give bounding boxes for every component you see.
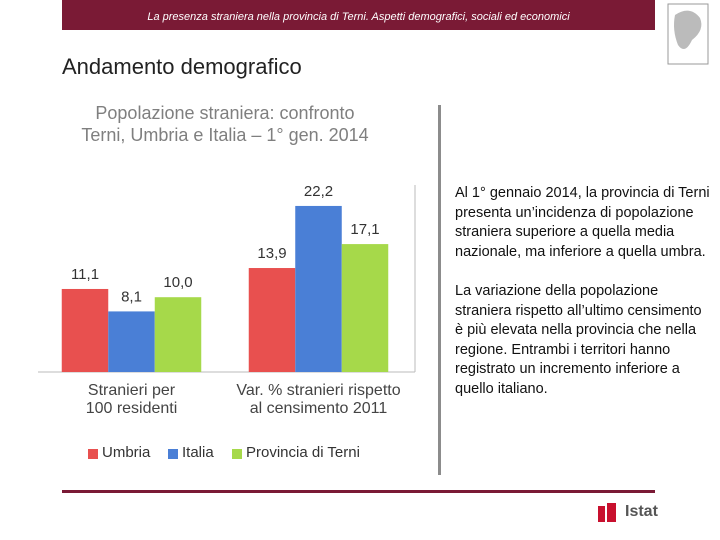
footer-line bbox=[62, 490, 655, 493]
legend-swatch bbox=[88, 449, 98, 459]
bar bbox=[108, 311, 155, 372]
value-label: 10,0 bbox=[163, 274, 192, 291]
legend-swatch bbox=[168, 449, 178, 459]
x-tick-label: Stranieri per 100 residenti bbox=[85, 382, 178, 417]
bar bbox=[154, 297, 202, 372]
legend-label: Umbria bbox=[102, 444, 151, 461]
bar bbox=[248, 268, 296, 372]
paragraph: Al 1° gennaio 2014, la provincia di Tern… bbox=[455, 185, 710, 260]
chart-title: Popolazione straniera: confronto Terni, … bbox=[81, 103, 369, 145]
value-label: 8,1 bbox=[121, 288, 142, 305]
footer-logo: Istat bbox=[625, 503, 658, 520]
x-tick-label: Var. % stranieri rispetto al censimento … bbox=[236, 382, 401, 417]
bar bbox=[61, 288, 109, 372]
value-label: 17,1 bbox=[350, 221, 379, 238]
divider bbox=[438, 105, 441, 475]
istat-mark bbox=[598, 503, 616, 522]
header-title: La presenza straniera nella provincia di… bbox=[62, 0, 655, 30]
legend-swatch bbox=[232, 449, 242, 459]
value-label: 11,1 bbox=[71, 266, 99, 283]
text-block: Al 1° gennaio 2014, la provincia di Tern… bbox=[455, 184, 710, 419]
bar bbox=[341, 244, 389, 372]
crest-logo bbox=[667, 3, 709, 65]
slide-title: Andamento demografico bbox=[62, 54, 302, 79]
paragraph: La variazione della popolazione stranier… bbox=[455, 283, 702, 397]
legend-label: Italia bbox=[182, 444, 214, 461]
value-label: 13,9 bbox=[257, 245, 286, 262]
bar bbox=[295, 205, 342, 372]
legend-label: Provincia di Terni bbox=[246, 444, 360, 461]
value-label: 22,2 bbox=[304, 183, 333, 200]
